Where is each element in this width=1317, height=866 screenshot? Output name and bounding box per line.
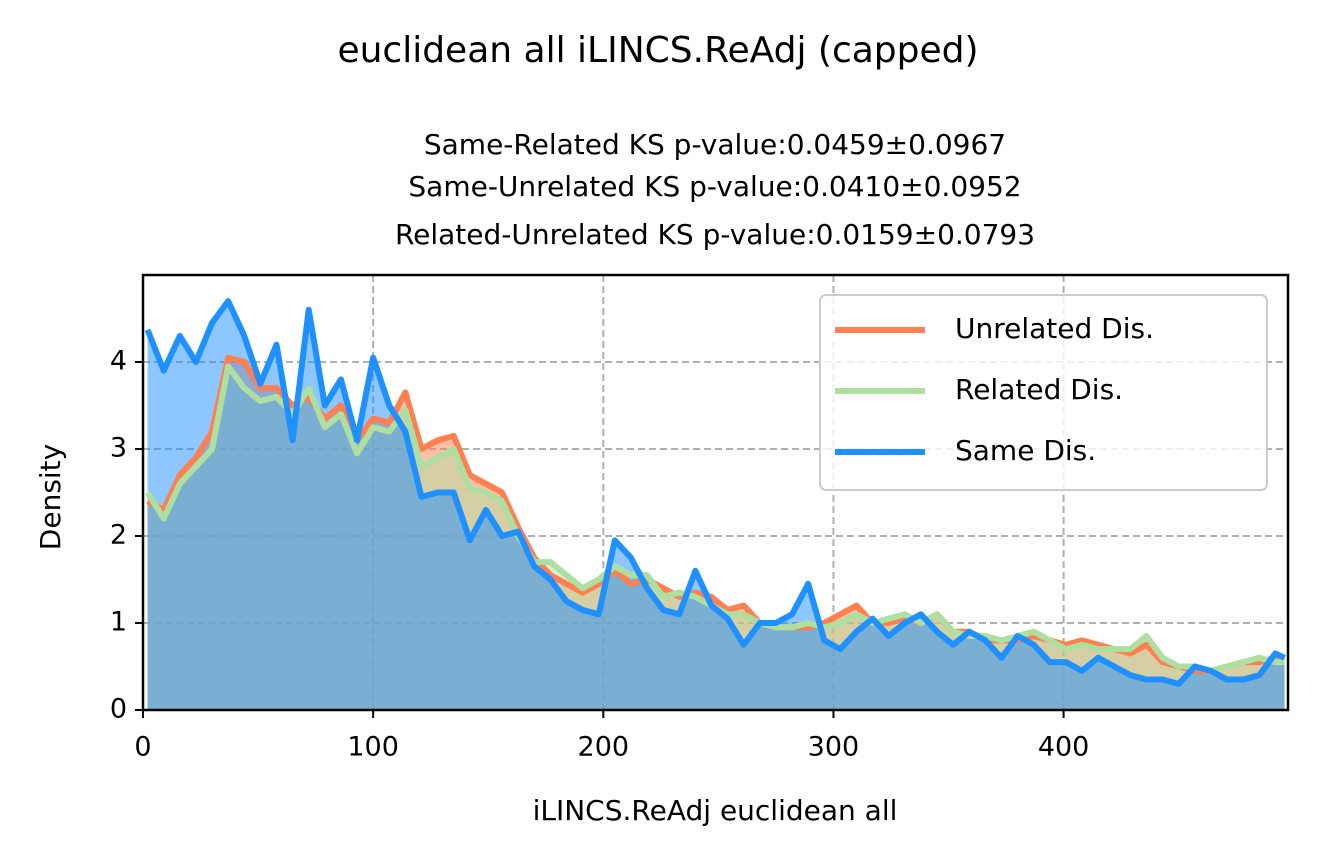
y-tick-label: 0 [110,694,127,725]
x-tick-label: 400 [1038,732,1090,763]
legend-label: Related Dis. [955,373,1123,406]
x-tick-label: 0 [134,732,151,763]
y-tick-label: 4 [110,346,127,377]
plot-area [144,298,1286,710]
line [144,298,1286,687]
chart-subtitle: Related-Unrelated KS p-value:0.0159±0.07… [395,218,1035,251]
x-tick-label: 100 [347,732,399,763]
chart-title: euclidean all iLINCS.ReAdj (capped) [337,30,978,71]
y-tick-label: 3 [110,433,127,464]
x-tick-label: 300 [808,732,860,763]
y-axis-label: Density [34,444,67,550]
chart-subtitle: Same-Unrelated KS p-value:0.0410±0.0952 [408,170,1021,203]
plot-frame [141,273,1290,712]
legend-label: Same Dis. [955,434,1096,467]
legend-box [819,294,1268,491]
area [147,301,1285,710]
legend-label: Unrelated Dis. [955,312,1154,345]
y-tick-label: 2 [110,520,127,551]
x-axis-label: iLINCS.ReAdj euclidean all [533,794,898,827]
line [146,354,1285,674]
x-tick-label: 200 [578,732,630,763]
chart-subtitle: Same-Related KS p-value:0.0459±0.0967 [424,128,1006,161]
y-tick-label: 1 [110,607,127,638]
